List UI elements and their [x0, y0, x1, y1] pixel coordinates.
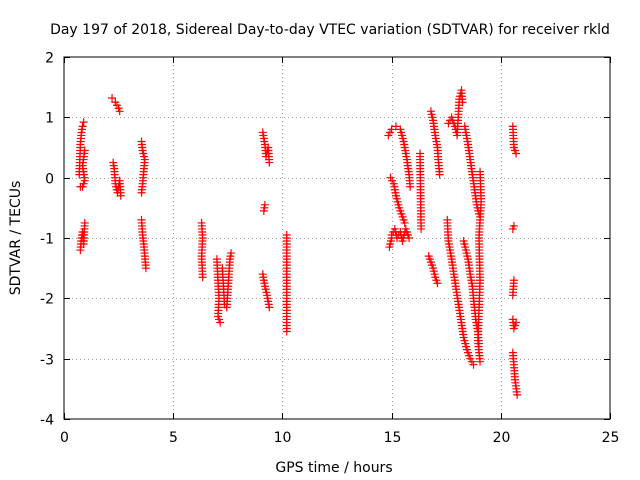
data-point-marker [512, 149, 521, 158]
data-point-marker [260, 200, 269, 209]
y-tick-label: -3 [40, 353, 54, 369]
data-point-marker [387, 125, 396, 134]
data-point-marker [198, 273, 207, 282]
data-point-marker [265, 303, 274, 312]
y-tick-label: -2 [40, 292, 54, 308]
y-tick-label: -1 [40, 232, 54, 248]
data-point-marker [141, 264, 150, 273]
data-point-marker [513, 390, 522, 399]
data-point-marker [391, 122, 400, 131]
y-axis-label: SDTVAR / TECUs [8, 181, 24, 296]
data-points [75, 86, 522, 399]
data-point-marker [512, 318, 521, 327]
data-point-marker [227, 249, 236, 258]
x-tick-label: 25 [602, 430, 620, 446]
y-tick-label: 1 [45, 111, 54, 127]
x-tick-label: 5 [169, 430, 178, 446]
data-point-marker [405, 234, 414, 242]
data-point-marker [78, 122, 87, 131]
y-tick-label: 0 [45, 172, 54, 188]
y-tick-label: -4 [40, 413, 54, 429]
data-point-marker [435, 170, 444, 179]
x-tick-label: 20 [493, 430, 511, 446]
x-tick-label: 0 [60, 430, 69, 446]
x-tick-label: 15 [384, 430, 402, 446]
data-point-marker [216, 318, 225, 327]
chart-title: Day 197 of 2018, Sidereal Day-to-day VTE… [50, 22, 610, 38]
plot-frame [63, 56, 611, 420]
data-point-marker [469, 360, 478, 369]
data-point-marker [509, 221, 518, 230]
data-point-marker [80, 218, 89, 227]
data-point-marker [137, 188, 146, 197]
data-point-marker [406, 182, 415, 191]
x-axis-label: GPS time / hours [275, 460, 392, 476]
data-point-marker [509, 276, 518, 285]
x-tick-label: 10 [274, 430, 292, 446]
y-tick-label: 2 [45, 51, 54, 67]
data-point-marker [80, 146, 89, 155]
data-point-marker [79, 118, 88, 127]
data-point-marker [417, 224, 426, 233]
data-point-marker [433, 279, 442, 288]
data-point-marker [458, 98, 467, 107]
data-point-marker [387, 234, 396, 242]
data-point-marker [476, 357, 485, 366]
data-point-marker [116, 191, 125, 200]
data-point-marker [282, 327, 291, 336]
data-point-marker [265, 158, 274, 167]
data-point-marker [115, 107, 124, 116]
data-point-marker [400, 218, 409, 227]
data-point-marker [108, 94, 117, 103]
